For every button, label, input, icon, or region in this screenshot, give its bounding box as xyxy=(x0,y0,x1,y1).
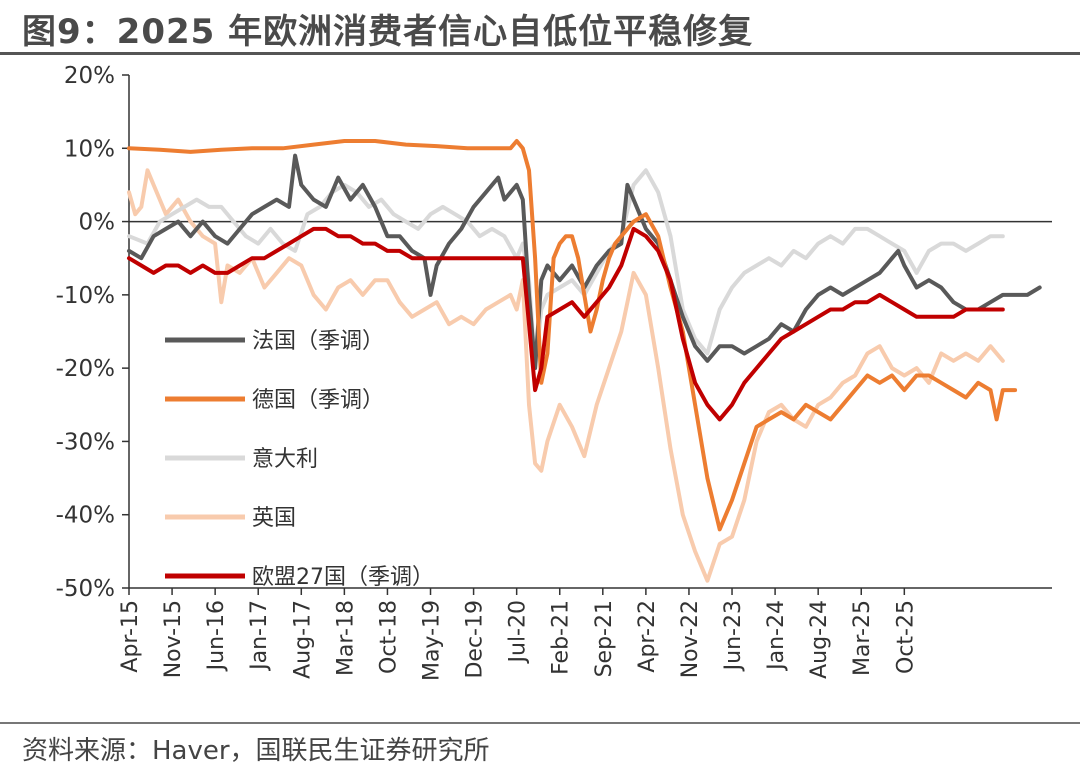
x-tick-label: Aug-17 xyxy=(290,600,315,679)
y-tick-label: -10% xyxy=(56,283,115,309)
title-divider xyxy=(0,52,1080,55)
series-line xyxy=(127,153,1042,371)
legend-label: 英国 xyxy=(252,506,296,531)
axes: 20% 10% 0% -10% -20% -30% -40% -50%Apr-15 Nov-15… xyxy=(56,63,1052,681)
series-layer xyxy=(127,139,1042,583)
y-tick-label: -30% xyxy=(56,429,115,455)
x-tick-label: Feb-21 xyxy=(549,600,574,675)
y-tick-label: 0% xyxy=(79,210,116,236)
series-line xyxy=(127,139,1018,532)
x-tick-label: Mar-18 xyxy=(333,600,358,676)
y-tick-label: -50% xyxy=(56,576,115,602)
series-line xyxy=(127,168,1005,583)
legend-label: 德国（季调） xyxy=(252,388,384,413)
y-tick-label: 10% xyxy=(64,136,115,162)
page-title: 图9：2025 年欧洲消费者信心自低位平稳修复 xyxy=(22,12,754,52)
x-tick-label: Jan-24 xyxy=(764,600,789,672)
x-tick-label: Oct-25 xyxy=(893,600,918,674)
y-tick-label: -40% xyxy=(56,503,115,529)
x-tick-label: Aug-24 xyxy=(807,600,832,679)
x-tick-label: Apr-22 xyxy=(635,600,660,673)
x-tick-label: Apr-15 xyxy=(118,600,143,673)
y-tick-label: -20% xyxy=(56,356,115,382)
x-tick-label: Jun-16 xyxy=(204,600,229,672)
x-tick-label: Sep-21 xyxy=(592,600,617,677)
x-tick-label: Dec-19 xyxy=(463,600,488,679)
x-tick-label: Nov-22 xyxy=(678,600,703,678)
legend-label: 欧盟27国（季调） xyxy=(252,565,434,590)
source-note: 资料来源：Haver，国联民生证券研究所 xyxy=(22,736,490,766)
legend-label: 意大利 xyxy=(252,447,318,472)
x-tick-label: May-19 xyxy=(420,600,445,681)
x-tick-label: Mar-25 xyxy=(850,600,875,676)
x-tick-label: Oct-18 xyxy=(376,600,401,674)
x-tick-label: Jun-23 xyxy=(721,600,746,672)
x-tick-label: Nov-15 xyxy=(161,600,186,678)
x-tick-label: Jul-20 xyxy=(506,600,531,664)
legend-label: 法国（季调） xyxy=(252,329,384,354)
x-tick-label: Jan-17 xyxy=(247,600,272,672)
y-tick-label: 20% xyxy=(64,63,115,89)
source-divider xyxy=(0,722,1080,724)
series-line xyxy=(127,226,1005,422)
